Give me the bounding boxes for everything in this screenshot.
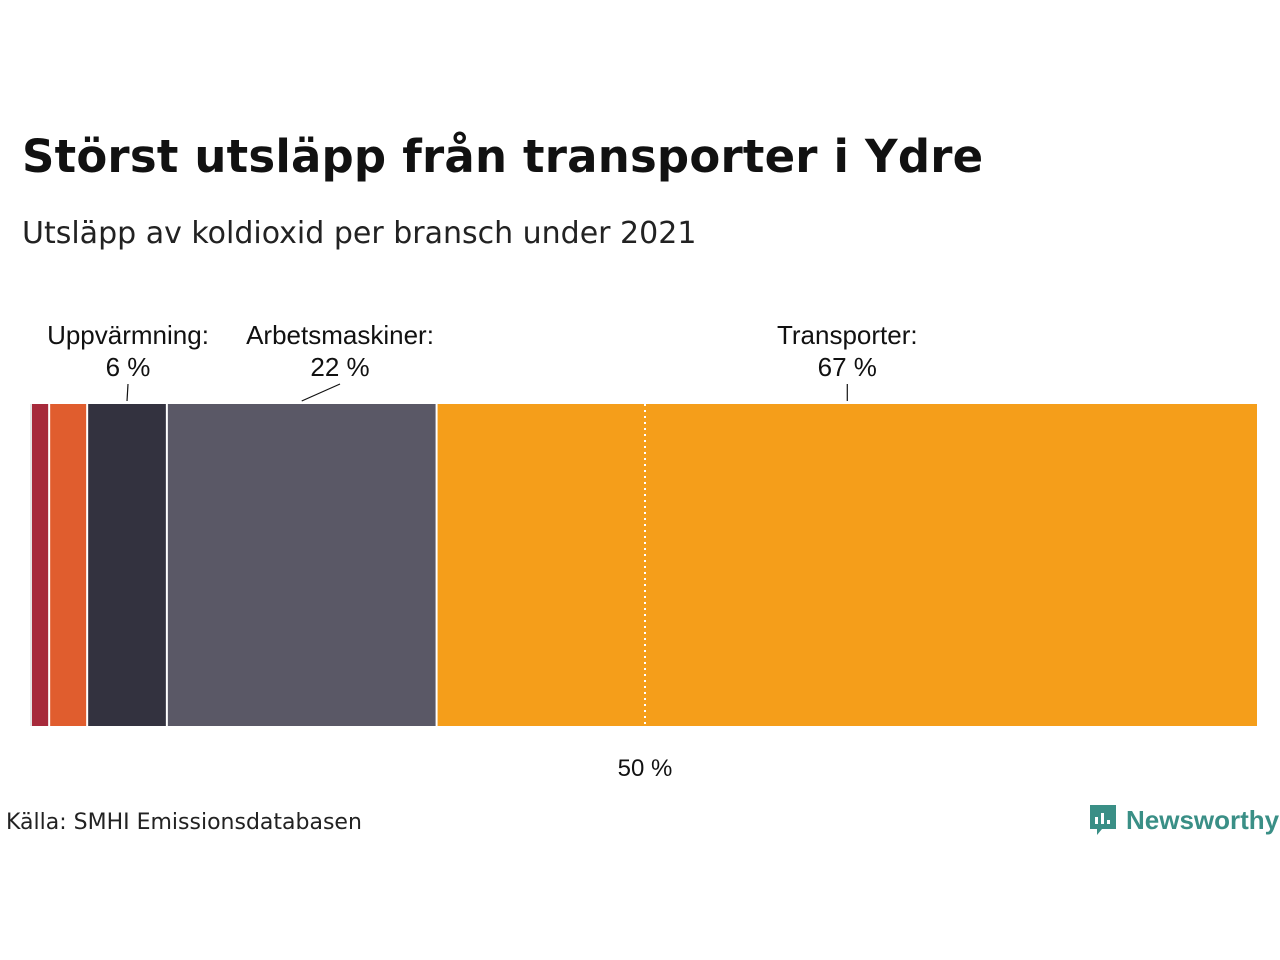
bar-segment-transporter bbox=[437, 404, 1258, 726]
chart-title: Störst utsläpp från transporter i Ydre bbox=[22, 130, 984, 183]
chart-subtitle: Utsläpp av koldioxid per bransch under 2… bbox=[22, 216, 697, 251]
source-note: Källa: SMHI Emissionsdatabasen bbox=[6, 810, 362, 835]
bar-segment-segment-1 bbox=[32, 404, 49, 726]
segment-label-arbetsmaskiner: Arbetsmaskiner: bbox=[246, 320, 434, 350]
segment-label-uppvärmning: Uppvärmning: bbox=[47, 320, 209, 350]
leader-line-uppvärmning bbox=[126, 383, 129, 402]
bar-segment-uppvärmning bbox=[88, 404, 166, 726]
bar-segment-arbetsmaskiner bbox=[167, 404, 436, 726]
brand-logo: Newsworthy bbox=[1088, 803, 1279, 837]
stacked-bar-chart: Uppvärmning:6 % Arbetsmaskiner:22 % Transp… bbox=[30, 320, 1258, 780]
segment-value-label-arbetsmaskiner: 22 % bbox=[310, 352, 369, 382]
bar-segments bbox=[30, 404, 1258, 726]
bar-chart-bubble-icon bbox=[1090, 805, 1116, 835]
bar-segment-segment-2 bbox=[50, 404, 87, 726]
brand-name: Newsworthy bbox=[1126, 804, 1280, 835]
segment-labels: Uppvärmning:6 % Arbetsmaskiner:22 % Transp… bbox=[47, 320, 918, 402]
segment-value-label-transporter: 67 % bbox=[818, 352, 877, 382]
leader-line-arbetsmaskiner bbox=[301, 383, 341, 402]
reference-line-label: 50 % bbox=[618, 755, 673, 780]
segment-value-label-uppvärmning: 6 % bbox=[106, 352, 151, 382]
segment-label-transporter: Transporter: bbox=[777, 320, 918, 350]
